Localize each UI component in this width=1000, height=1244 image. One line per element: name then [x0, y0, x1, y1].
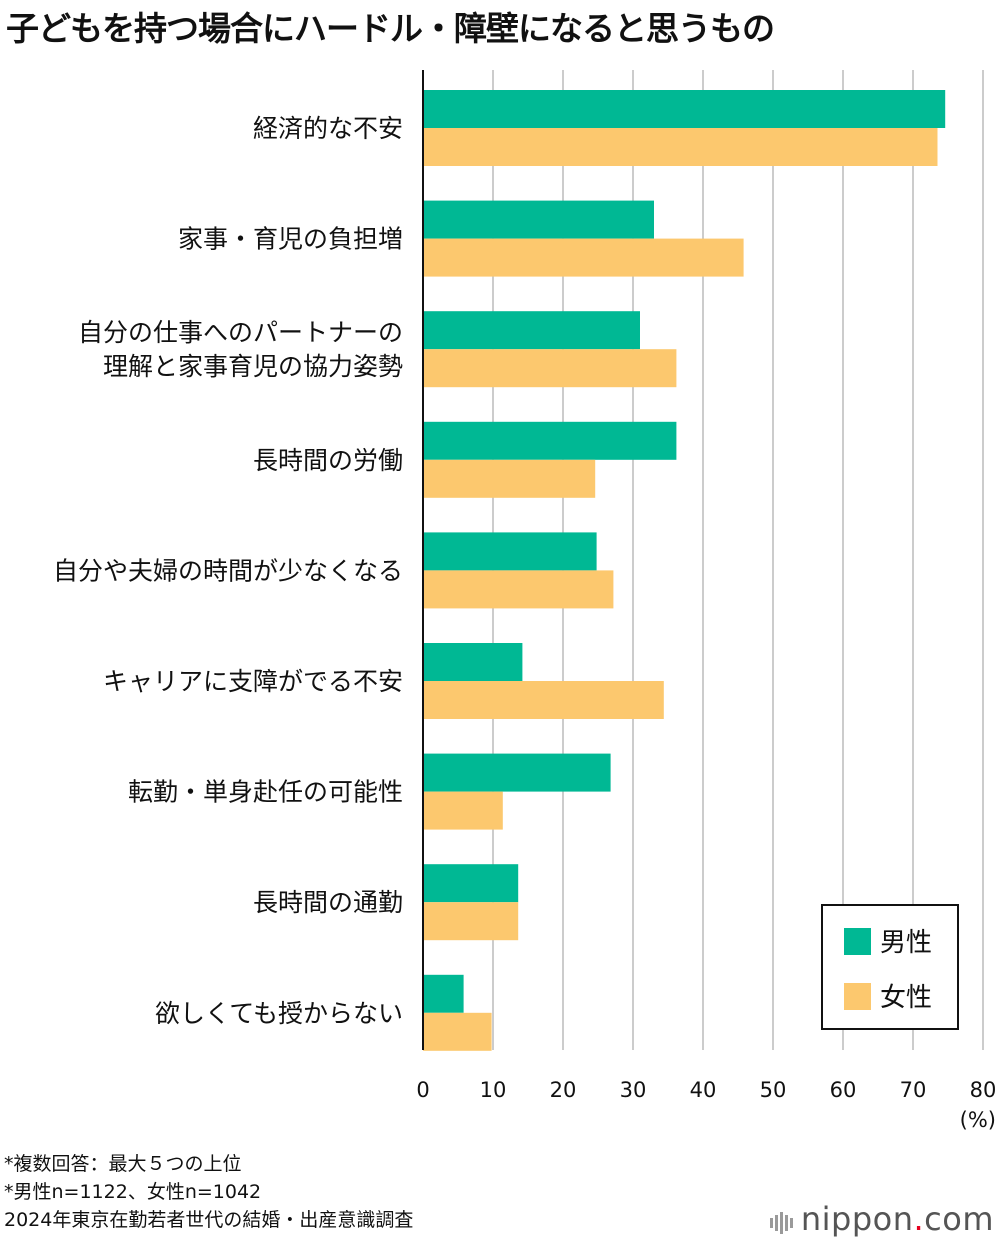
x-axis-tick-labels: 0 10 20 30 40 50 60 70 80 — [416, 1078, 996, 1102]
category-label: 欲しくても授からない — [155, 999, 403, 1028]
x-tick-label: 50 — [760, 1078, 787, 1102]
x-tick-label: 70 — [900, 1078, 927, 1102]
category-label: 理解と家事育児の協力姿勢 — [103, 352, 403, 381]
chart-title: 子どもを持つ場合にハードル・障壁になると思うもの — [6, 9, 775, 48]
brand-suffix: com — [924, 1200, 994, 1238]
legend-swatch-female — [844, 983, 871, 1010]
brand-logo: nippon.com — [769, 1200, 994, 1240]
category-label: 長時間の通勤 — [253, 888, 403, 917]
bars — [423, 90, 946, 1051]
bar-female — [423, 238, 744, 277]
bar-female — [423, 459, 596, 498]
footnote-sample-size: *男性n=1122、女性n=1042 — [4, 1181, 262, 1203]
x-tick-label: 40 — [690, 1078, 717, 1102]
bar-chart: 経済的な不安家事・育児の負担増自分の仕事へのパートナーの理解と家事育児の協力姿勢… — [53, 70, 996, 1132]
x-tick-label: 20 — [550, 1078, 577, 1102]
legend: 男性 女性 — [821, 904, 959, 1030]
brand-bars-icon — [769, 1202, 795, 1240]
footnote-survey-source: 2024年東京在勤若者世代の結婚・出産意識調査 — [4, 1209, 414, 1231]
x-tick-label: 0 — [416, 1078, 429, 1102]
category-label: 経済的な不安 — [253, 114, 403, 143]
category-label: キャリアに支障がでる不安 — [103, 667, 403, 696]
x-tick-label: 80 — [970, 1078, 997, 1102]
bar-female — [423, 349, 677, 388]
legend-label-male: 男性 — [880, 928, 932, 958]
footnotes: *複数回答：最大５つの上位 *男性n=1122、女性n=1042 2024年東京… — [4, 1150, 413, 1234]
category-label: 自分の仕事へのパートナーの — [78, 318, 403, 347]
bar-female — [423, 128, 938, 166]
bar-male — [423, 753, 611, 792]
x-tick-label: 10 — [480, 1078, 507, 1102]
bar-male — [423, 643, 523, 681]
bar-female — [423, 791, 503, 830]
bar-male — [423, 974, 464, 1013]
brand-name: nippon — [800, 1200, 914, 1238]
bar-female — [423, 570, 614, 609]
legend-swatch-male — [844, 928, 871, 955]
bar-female — [423, 902, 519, 941]
x-tick-label: 30 — [620, 1078, 647, 1102]
category-labels: 経済的な不安家事・育児の負担増自分の仕事へのパートナーの理解と家事育児の協力姿勢… — [53, 114, 403, 1028]
bar-male — [423, 864, 519, 903]
brand-dot: . — [913, 1200, 925, 1238]
bar-male — [423, 311, 640, 350]
category-label: 長時間の労働 — [253, 446, 403, 475]
category-label: 家事・育児の負担増 — [178, 225, 403, 254]
x-tick-label: 60 — [830, 1078, 857, 1102]
category-label: 転勤・単身赴任の可能性 — [128, 778, 403, 807]
bar-male — [423, 200, 654, 239]
x-axis-unit: (%) — [960, 1108, 996, 1132]
bar-male — [423, 421, 677, 460]
bar-female — [423, 1012, 492, 1051]
category-label: 自分や夫婦の時間が少なくなる — [53, 556, 403, 585]
bar-male — [423, 532, 597, 571]
bar-male — [423, 90, 946, 128]
bar-female — [423, 681, 664, 719]
footnote-multiple-answers: *複数回答：最大５つの上位 — [4, 1153, 242, 1175]
legend-label-female: 女性 — [880, 983, 932, 1013]
